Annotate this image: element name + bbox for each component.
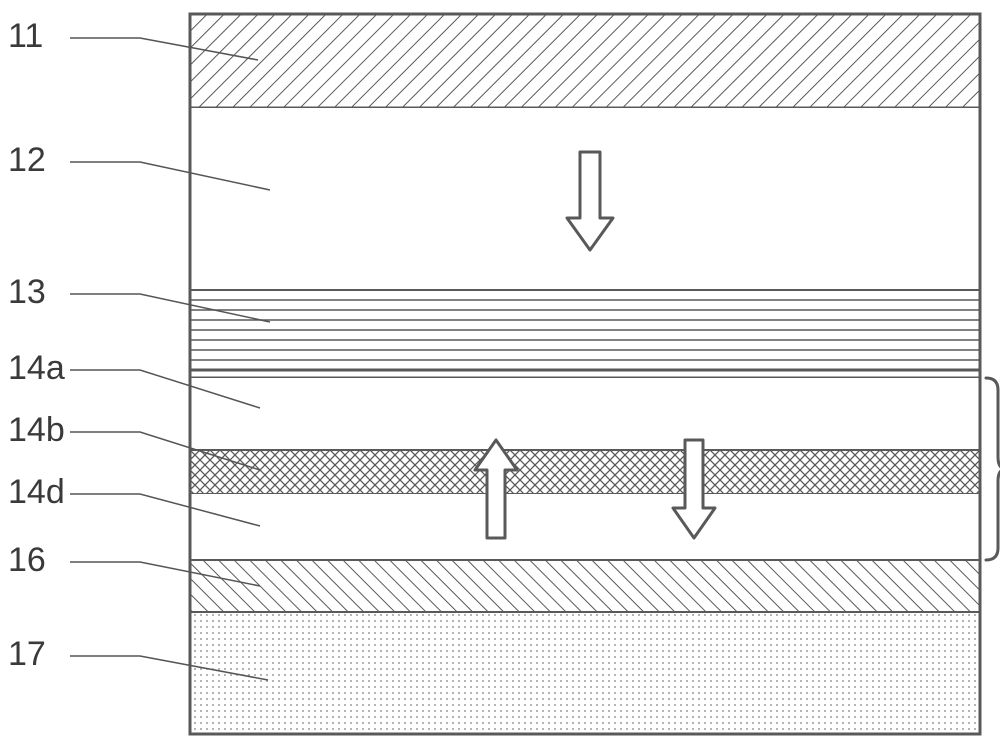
label-l16: 16: [8, 541, 46, 579]
brace-14: [986, 378, 1000, 560]
label-l12: 12: [8, 141, 46, 179]
layer-l14a: [190, 378, 980, 450]
label-l11: 11: [8, 17, 43, 55]
layer-l14b: [190, 450, 980, 494]
label-l13: 13: [8, 273, 46, 311]
layer-divider_13_14a: [190, 370, 980, 378]
label-l14a: 14a: [8, 349, 65, 387]
label-l14d: 14d: [8, 473, 65, 511]
label-l14b: 14b: [8, 411, 65, 449]
layer-l16: [190, 560, 980, 612]
layer-l14d: [190, 494, 980, 560]
layer-l13: [190, 290, 980, 370]
layer-l17: [190, 612, 980, 734]
layer-l11: [190, 14, 980, 108]
label-l17: 17: [8, 635, 46, 673]
